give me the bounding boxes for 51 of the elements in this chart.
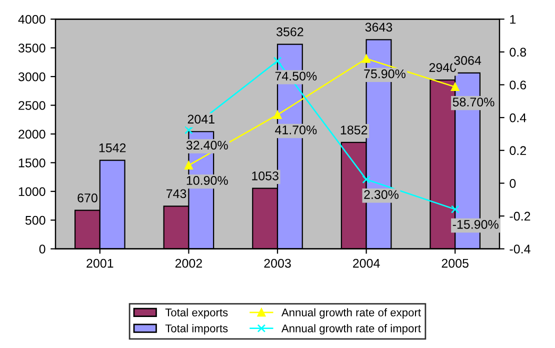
point [450, 205, 460, 214]
data-label: 32.40% [186, 140, 228, 150]
y-tick-label: 4000 [18, 14, 46, 24]
y-tick-label: 3500 [18, 44, 46, 52]
data-label: 1542 [99, 143, 126, 152]
legend-label: Total exports [165, 308, 228, 319]
y2-tick-label: 1 [510, 15, 516, 24]
data-label: 10.90% [186, 176, 228, 185]
x-tick-label: 2004 [353, 258, 380, 268]
y-tick-label: 500 [25, 216, 46, 225]
data-label: -15.90% [452, 220, 498, 229]
y-tick-label: 2000 [18, 130, 46, 139]
point [362, 175, 370, 184]
data-label: 1053 [252, 171, 278, 180]
point [273, 56, 282, 66]
data-label: 3562 [276, 27, 304, 36]
y-tick-label: 2500 [18, 101, 46, 110]
data-label: 1852 [340, 126, 368, 134]
data-label: 75.90% [364, 69, 406, 78]
y-tick-label: 3000 [18, 72, 46, 82]
y2-tick-label: 0.2 [510, 146, 526, 156]
data-label: 743 [166, 189, 186, 198]
point [450, 82, 460, 92]
y2-tick-label: -0.4 [510, 244, 530, 254]
x-tick-label: 2002 [175, 258, 202, 268]
y2-tick-label: 0.8 [510, 48, 526, 57]
x-tick-label: 2001 [86, 258, 114, 268]
point [362, 54, 370, 63]
y2-tick-label: -0.2 [510, 212, 530, 221]
point [184, 126, 193, 134]
x-tick-label: 2003 [264, 258, 291, 268]
y2-tick-label: 0.4 [510, 113, 526, 122]
legend-label: Annual growth rate of export [281, 308, 421, 319]
y2-tick-label: 0.6 [510, 80, 526, 90]
point [273, 110, 282, 119]
data-label: 670 [78, 193, 98, 202]
data-label: 41.70% [275, 126, 317, 134]
point [184, 161, 193, 170]
y2-tick-label: 0 [510, 179, 516, 188]
legend-label: Annual growth rate of import [281, 324, 421, 335]
y-tick-label: 0 [39, 244, 46, 254]
data-label: 74.50% [275, 72, 317, 81]
data-label: 58.70% [452, 98, 494, 106]
y-tick-label: 1500 [18, 158, 46, 168]
data-label: 3064 [454, 56, 482, 65]
data-label: 2.30% [364, 190, 399, 199]
data-label: 3643 [365, 22, 392, 32]
x-tick-label: 2005 [442, 258, 468, 268]
legend-label: Total imports [165, 324, 228, 335]
y-tick-label: 1000 [18, 187, 46, 196]
data-label: 2041 [188, 114, 214, 124]
